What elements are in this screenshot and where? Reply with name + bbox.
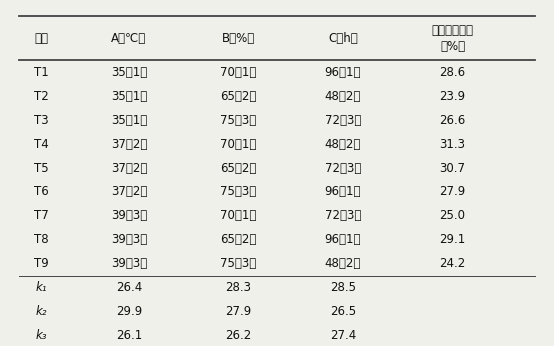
Text: T5: T5 — [34, 162, 49, 174]
Text: 65（2）: 65（2） — [220, 90, 257, 103]
Text: 96（1）: 96（1） — [325, 66, 361, 79]
Text: k₁: k₁ — [35, 281, 47, 294]
Text: 75（3）: 75（3） — [220, 113, 257, 127]
Text: 72（3）: 72（3） — [325, 113, 361, 127]
Text: T3: T3 — [34, 113, 49, 127]
Text: T9: T9 — [34, 257, 49, 270]
Text: T2: T2 — [34, 90, 49, 103]
Text: 26.6: 26.6 — [439, 113, 465, 127]
Text: 纤维素降解率
（%）: 纤维素降解率 （%） — [432, 24, 474, 53]
Text: 70（1）: 70（1） — [220, 66, 257, 79]
Text: 方案: 方案 — [34, 32, 48, 45]
Text: 27.9: 27.9 — [439, 185, 465, 199]
Text: 48（2）: 48（2） — [325, 138, 361, 151]
Text: k₂: k₂ — [35, 305, 47, 318]
Text: 28.6: 28.6 — [439, 66, 465, 79]
Text: 24.2: 24.2 — [439, 257, 465, 270]
Text: T1: T1 — [34, 66, 49, 79]
Text: T4: T4 — [34, 138, 49, 151]
Text: 30.7: 30.7 — [439, 162, 465, 174]
Text: 96（1）: 96（1） — [325, 234, 361, 246]
Text: 75（3）: 75（3） — [220, 185, 257, 199]
Text: 37（2）: 37（2） — [111, 185, 147, 199]
Text: C（h）: C（h） — [328, 32, 358, 45]
Text: 65（2）: 65（2） — [220, 162, 257, 174]
Text: B（%）: B（%） — [222, 32, 255, 45]
Text: 26.1: 26.1 — [116, 329, 142, 342]
Text: T8: T8 — [34, 234, 49, 246]
Text: 26.5: 26.5 — [330, 305, 356, 318]
Text: A（℃）: A（℃） — [111, 32, 147, 45]
Text: 70（1）: 70（1） — [220, 138, 257, 151]
Text: 72（3）: 72（3） — [325, 209, 361, 222]
Text: 35（1）: 35（1） — [111, 90, 147, 103]
Text: T7: T7 — [34, 209, 49, 222]
Text: 31.3: 31.3 — [439, 138, 465, 151]
Text: 29.1: 29.1 — [439, 234, 465, 246]
Text: 39（3）: 39（3） — [111, 257, 147, 270]
Text: 28.5: 28.5 — [330, 281, 356, 294]
Text: 26.2: 26.2 — [225, 329, 252, 342]
Text: 37（2）: 37（2） — [111, 162, 147, 174]
Text: 39（3）: 39（3） — [111, 209, 147, 222]
Text: 27.4: 27.4 — [330, 329, 356, 342]
Text: 48（2）: 48（2） — [325, 257, 361, 270]
Text: 27.9: 27.9 — [225, 305, 252, 318]
Text: 25.0: 25.0 — [439, 209, 465, 222]
Text: 72（3）: 72（3） — [325, 162, 361, 174]
Text: 65（2）: 65（2） — [220, 234, 257, 246]
Text: 96（1）: 96（1） — [325, 185, 361, 199]
Text: 29.9: 29.9 — [116, 305, 142, 318]
Text: 35（1）: 35（1） — [111, 113, 147, 127]
Text: 70（1）: 70（1） — [220, 209, 257, 222]
Text: 35（1）: 35（1） — [111, 66, 147, 79]
Text: 26.4: 26.4 — [116, 281, 142, 294]
Text: T6: T6 — [34, 185, 49, 199]
Text: 23.9: 23.9 — [439, 90, 465, 103]
Text: 48（2）: 48（2） — [325, 90, 361, 103]
Text: 28.3: 28.3 — [225, 281, 252, 294]
Text: 39（3）: 39（3） — [111, 234, 147, 246]
Text: k₃: k₃ — [35, 329, 47, 342]
Text: 75（3）: 75（3） — [220, 257, 257, 270]
Text: 37（2）: 37（2） — [111, 138, 147, 151]
